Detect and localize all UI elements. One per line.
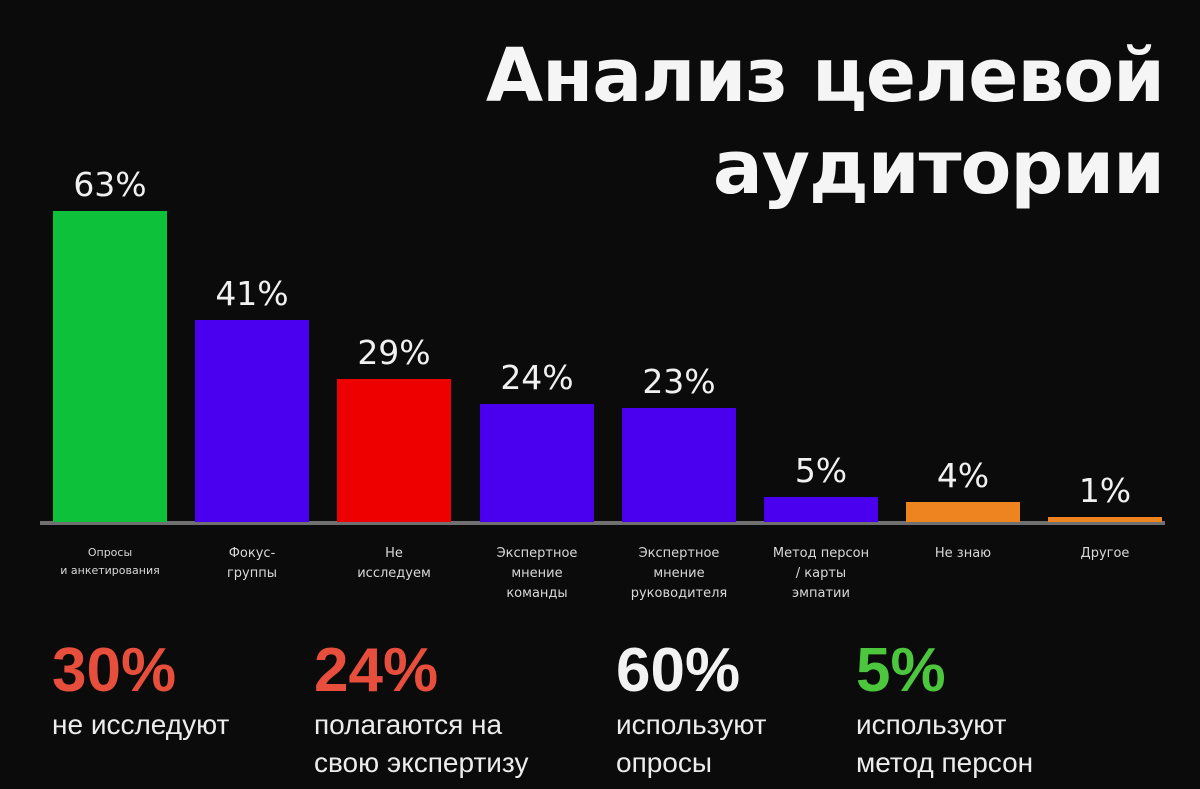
category-label: Метод персон / карты эмпатии: [772, 546, 870, 601]
bar: [480, 404, 594, 522]
page-title: Анализ целевой аудитории: [485, 30, 1165, 214]
x-axis-line: [40, 521, 1165, 525]
category-label: Другое: [1080, 546, 1130, 561]
stat-use-personas: 5% используют метод персон: [856, 636, 1033, 782]
bar-value-label: 5%: [794, 451, 848, 490]
category-label: Экспертное мнение руководителя: [630, 546, 728, 601]
stat-value: 60%: [616, 636, 741, 705]
category-label: Фокус- группы: [226, 546, 278, 581]
stat-value: 5%: [856, 636, 946, 705]
stat-use-surveys: 60% используют опросы: [616, 636, 766, 782]
bar: [1048, 517, 1162, 522]
title-line-2: аудитории: [712, 125, 1165, 211]
bar: [764, 497, 878, 522]
bar-value-label: 29%: [357, 333, 431, 372]
bar: [906, 502, 1020, 522]
category-label: Не знаю: [934, 546, 992, 561]
stat-own-expertise: 24% полагаются на свою экспертизу: [314, 636, 528, 782]
stat-description: используют опросы: [616, 709, 767, 778]
bar: [622, 408, 736, 522]
stat-description: используют метод персон: [856, 709, 1034, 778]
bar: [53, 211, 167, 522]
stat-not-researching: 30% не исследуют: [52, 636, 229, 744]
category-label: Экспертное мнение команды: [496, 546, 578, 601]
bar-chart: 63% Опросы и анкетирования 41% Фокус- групп…: [40, 165, 1165, 601]
title-line-1: Анализ целевой: [485, 33, 1165, 119]
bar-value-label: 24%: [500, 358, 574, 397]
bar-value-label: 41%: [215, 274, 289, 313]
stat-value: 24%: [314, 636, 439, 705]
category-label: Не исследуем: [357, 546, 431, 581]
stat-description: не исследуют: [52, 709, 230, 740]
bar-value-label: 4%: [936, 456, 990, 495]
bar-value-label: 23%: [642, 362, 716, 401]
bar: [337, 379, 451, 522]
stat-description: полагаются на свою экспертизу: [314, 709, 529, 778]
bar-value-label: 1%: [1078, 471, 1132, 510]
category-label: Опросы и анкетирования: [60, 546, 160, 577]
bar-value-label: 63%: [73, 165, 147, 204]
bar: [195, 320, 309, 522]
stat-value: 30%: [52, 636, 177, 705]
